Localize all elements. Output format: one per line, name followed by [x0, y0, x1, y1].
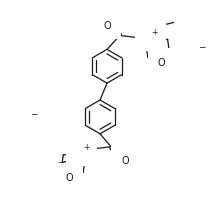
Text: O: O	[103, 20, 111, 30]
Text: O: O	[121, 155, 129, 165]
Text: +: +	[152, 28, 158, 37]
Text: N: N	[77, 146, 86, 156]
Text: O: O	[65, 173, 73, 183]
Text: Br: Br	[23, 112, 33, 122]
Text: −: −	[30, 109, 37, 118]
Text: N: N	[145, 31, 154, 41]
Text: +: +	[83, 142, 89, 151]
Text: Br: Br	[191, 45, 202, 55]
Text: −: −	[198, 42, 206, 51]
Text: O: O	[158, 58, 166, 68]
